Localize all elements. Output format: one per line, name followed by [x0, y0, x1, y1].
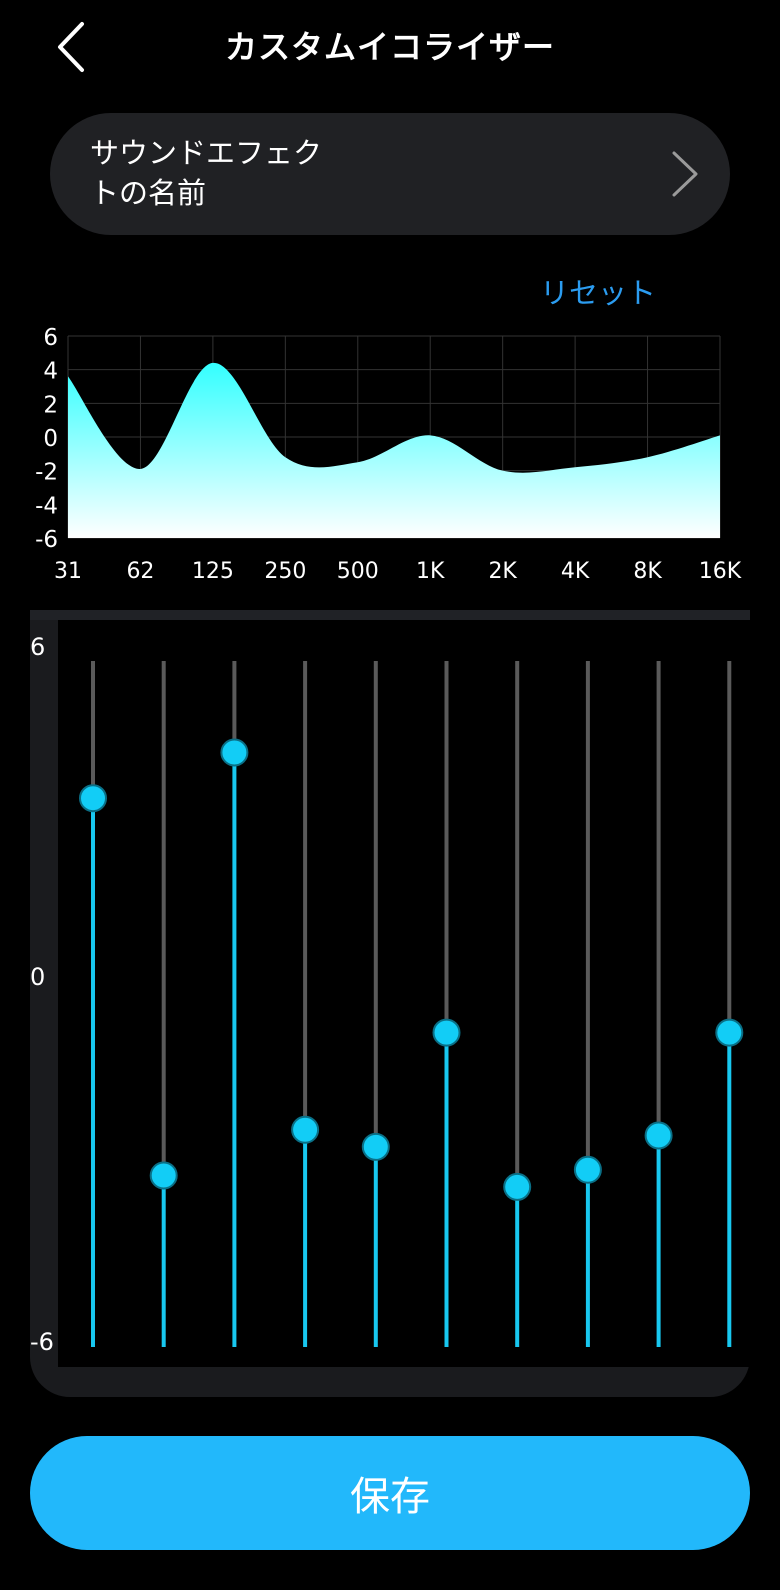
y-tick-label: 4: [43, 359, 58, 385]
y-tick-label: -6: [35, 527, 58, 553]
chevron-right-icon: [672, 151, 698, 197]
y-tick-label: 6: [43, 325, 58, 351]
y-tick-label: 2: [43, 392, 58, 418]
eq-slider-8K[interactable]: [644, 661, 673, 1347]
chevron-left-icon: [58, 22, 84, 72]
x-tick-label: 4K: [561, 559, 590, 584]
eq-response-area: [68, 362, 720, 538]
header: カスタムイコライザー: [0, 0, 780, 100]
slider-thumb[interactable]: [361, 1132, 390, 1161]
eq-slider-125[interactable]: [220, 661, 249, 1347]
eq-slider-1K[interactable]: [432, 661, 461, 1347]
slider-thumb[interactable]: [220, 738, 249, 767]
slider-area: [58, 620, 750, 1367]
scale-label-top: 6: [30, 633, 45, 661]
eq-slider-500[interactable]: [361, 661, 390, 1347]
eq-slider-250[interactable]: [291, 661, 320, 1347]
page-title: カスタムイコライザー: [224, 28, 555, 66]
equalizer-panel: 6 0 -6: [30, 610, 750, 1397]
eq-slider-4K[interactable]: [573, 661, 602, 1347]
y-tick-label: 0: [43, 426, 58, 452]
x-tick-label: 250: [264, 559, 306, 584]
reset-button[interactable]: リセット: [540, 276, 657, 310]
x-tick-label: 1K: [416, 559, 445, 584]
sound-effect-name-row[interactable]: サウンドエフェク トの名前: [50, 113, 730, 235]
slider-thumb[interactable]: [503, 1172, 532, 1201]
eq-slider-2K[interactable]: [503, 661, 532, 1347]
eq-slider-16K[interactable]: [715, 661, 744, 1347]
panel-top-strip: [30, 610, 750, 620]
eq-slider-31[interactable]: [79, 661, 107, 1347]
x-tick-label: 62: [126, 559, 154, 584]
x-tick-label: 31: [54, 559, 82, 584]
y-tick-label: -4: [35, 493, 58, 519]
x-tick-label: 125: [192, 559, 234, 584]
equalizer-sliders: 6 0 -6: [30, 633, 744, 1356]
back-button[interactable]: [50, 18, 100, 78]
eq-slider-62[interactable]: [149, 661, 178, 1347]
x-tick-label: 8K: [633, 559, 662, 584]
y-tick-label: -2: [35, 460, 58, 486]
slider-thumb[interactable]: [573, 1155, 602, 1184]
scale-label-bottom: -6: [30, 1328, 54, 1356]
save-button[interactable]: 保存: [30, 1436, 750, 1550]
slider-thumb[interactable]: [715, 1018, 744, 1047]
slider-thumb[interactable]: [291, 1115, 320, 1144]
scale-label-mid: 0: [30, 963, 45, 991]
x-tick-label: 2K: [488, 559, 517, 584]
slider-thumb[interactable]: [149, 1161, 178, 1190]
slider-thumb[interactable]: [432, 1018, 461, 1047]
slider-thumb[interactable]: [79, 784, 107, 813]
x-tick-label: 16K: [699, 559, 742, 584]
sound-effect-name-label: サウンドエフェク トの名前: [90, 136, 323, 210]
slider-thumb[interactable]: [644, 1121, 673, 1150]
x-tick-label: 500: [337, 559, 379, 584]
eq-response-chart: 6 4 2 0 -2 -4 -6 31 62 125 250 500 1K 2K 4K 8K 16K: [35, 325, 742, 584]
